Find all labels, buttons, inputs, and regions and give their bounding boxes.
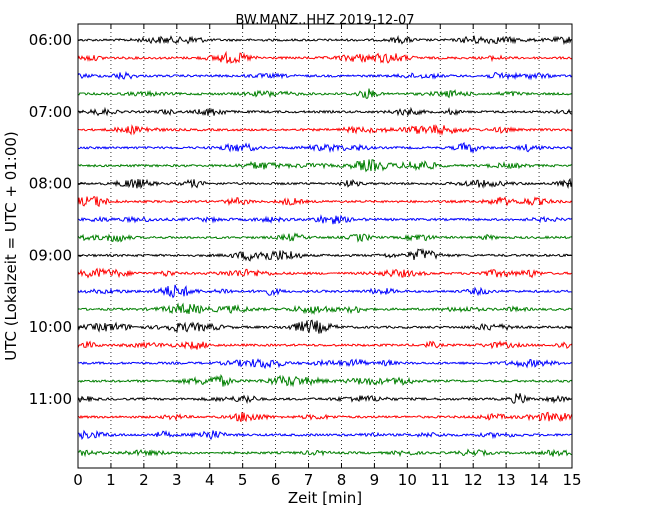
x-tick-label: 3: [172, 471, 182, 489]
seismogram-trace: [77, 177, 573, 190]
x-tick-label: 12: [464, 471, 483, 489]
seismogram-trace: [77, 34, 573, 46]
x-tick-label: 5: [238, 471, 248, 489]
seismogram-trace: [77, 411, 573, 423]
x-tick-label: 11: [431, 471, 450, 489]
y-axis-ticks: 06:00 07:00 08:00 09:00 10:00 11:00: [29, 31, 572, 408]
x-axis-ticks: 0 1 2 3 4 5 6 7 8 9 10 11 12 13 14 15: [73, 24, 582, 489]
seismogram-trace: [77, 267, 573, 279]
x-tick-label: 14: [530, 471, 549, 489]
seismogram-trace: [77, 214, 573, 225]
seismogram-trace: [77, 358, 573, 370]
x-axis-label: Zeit [min]: [288, 489, 362, 507]
x-tick-label: 4: [205, 471, 215, 489]
chart-title: BW.MANZ..HHZ 2019-12-07: [235, 13, 414, 28]
seismogram-trace: [77, 340, 573, 351]
seismogram-trace: [77, 302, 573, 315]
x-tick-label: 6: [271, 471, 281, 489]
seismogram-traces: [77, 34, 573, 458]
x-tick-label: 7: [304, 471, 314, 489]
x-tick-label: 0: [73, 471, 83, 489]
y-axis-label: UTC (Lokalzeit = UTC + 01:00): [2, 131, 20, 361]
y-tick-label: 06:00: [29, 31, 72, 49]
seismogram-trace: [77, 124, 573, 136]
seismogram-trace: [77, 71, 573, 81]
x-tick-label: 9: [370, 471, 380, 489]
seismogram-trace: [77, 247, 573, 262]
grid-lines: [110, 24, 540, 468]
x-tick-label: 8: [337, 471, 347, 489]
y-tick-label: 07:00: [29, 103, 72, 121]
seismogram-trace: [77, 319, 573, 334]
x-tick-label: 10: [398, 471, 417, 489]
seismogram-trace: [77, 141, 573, 154]
y-tick-label: 11:00: [29, 390, 72, 408]
y-tick-label: 10:00: [29, 318, 72, 336]
x-tick-label: 1: [106, 471, 116, 489]
seismogram-trace: [77, 50, 573, 64]
seismogram-trace: [77, 88, 573, 100]
x-tick-label: 13: [497, 471, 516, 489]
plot-frame: [77, 23, 573, 469]
y-tick-label: 09:00: [29, 246, 72, 264]
y-tick-label: 08:00: [29, 175, 72, 193]
x-tick-label: 2: [139, 471, 149, 489]
seismogram-trace: [77, 429, 573, 441]
seismogram-trace: [77, 448, 573, 458]
seismogram-trace: [77, 106, 573, 117]
seismogram-trace: [77, 284, 573, 299]
seismogram-trace: [77, 159, 573, 173]
seismogram-trace: [77, 393, 573, 405]
seismogram-trace: [77, 232, 573, 243]
seismogram-trace: [77, 195, 573, 207]
seismogram-trace: [77, 374, 573, 388]
x-tick-label: 15: [562, 471, 581, 489]
